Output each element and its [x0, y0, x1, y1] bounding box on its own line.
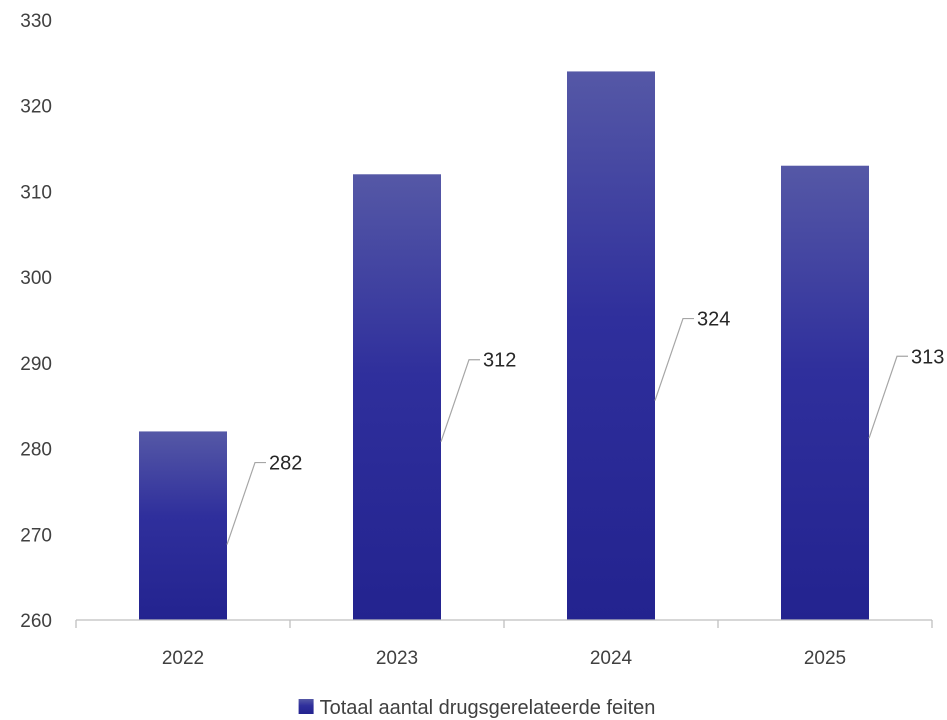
y-tick-label: 270: [20, 525, 52, 546]
y-tick-label: 280: [20, 440, 52, 461]
legend-swatch: [298, 699, 314, 714]
bar-2023: [353, 174, 441, 621]
data-label-leader: [868, 355, 908, 439]
data-label-2023: 312: [483, 350, 516, 372]
data-label-leader: [440, 359, 480, 442]
data-label-leader: [226, 461, 266, 545]
y-tick-label: 330: [20, 11, 52, 32]
data-label-leaders: [226, 317, 908, 545]
x-tick-label: 2024: [590, 648, 633, 669]
bar-2022: [139, 431, 227, 620]
data-label-2022: 282: [269, 453, 302, 475]
data-label-2025: 313: [911, 346, 944, 368]
y-axis: 260 270 280 290 300 310 320 330: [20, 11, 52, 632]
bar-2025: [781, 165, 869, 620]
y-tick-label: 300: [20, 268, 52, 289]
x-tick-label: 2023: [376, 648, 418, 669]
data-label-leader: [654, 317, 694, 401]
legend: Totaal aantal drugsgerelateerde feiten: [298, 697, 656, 719]
x-tick-label: 2025: [804, 648, 846, 669]
bar-2024: [567, 71, 655, 620]
y-tick-label: 260: [20, 611, 52, 632]
y-tick-label: 290: [20, 354, 52, 375]
legend-label: Totaal aantal drugsgerelateerde feiten: [320, 697, 656, 719]
x-tick-label: 2022: [162, 648, 204, 669]
y-tick-label: 320: [20, 97, 52, 118]
data-label-2024: 324: [697, 309, 730, 331]
bars-group: [139, 71, 869, 621]
data-labels: 282 312 324 313: [269, 309, 944, 475]
x-axis: 2022 2023 2024 2025: [75, 620, 933, 669]
y-tick-label: 310: [20, 182, 52, 203]
